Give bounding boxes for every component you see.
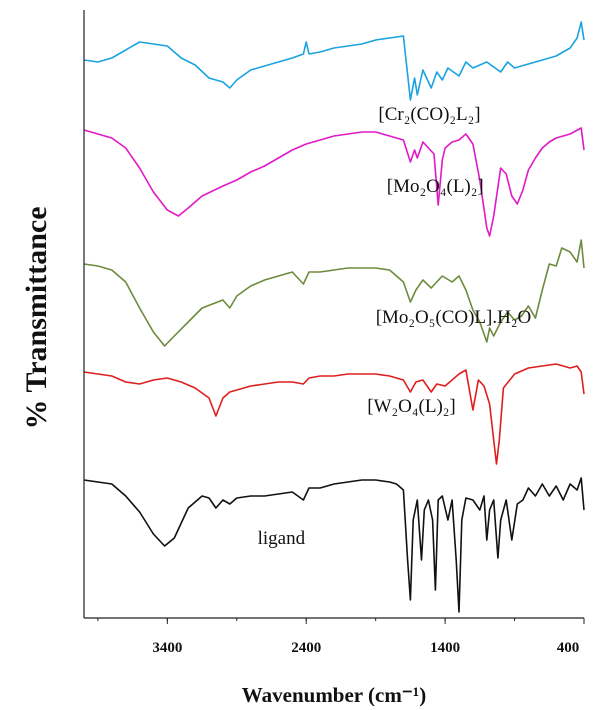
x-tick-label-3400: 3400 (152, 640, 182, 656)
series-label-mo2o4: [Mo₂O₄(L)₂] (387, 176, 484, 197)
spectrum-ligand (83, 477, 585, 613)
spectrum-cr (83, 21, 585, 101)
x-axis-label: Wavenumber (cm⁻¹) (242, 683, 426, 707)
series-label-mo2o5: [Mo₂O₅(CO)L].H₂O (376, 307, 532, 328)
x-tick-label-2400: 2400 (291, 640, 321, 656)
spectrum-mo2o4 (83, 127, 585, 237)
series-labels: [Cr₂(CO)₂L₂] [Mo₂O₄(L)₂] [Mo₂O₅(CO)L].H₂O [… (258, 104, 532, 549)
series-label-ligand: ligand (258, 528, 306, 549)
x-tick-label-1400: 1400 (430, 640, 460, 656)
series-label-w: [W₂O₄(L)₂] (367, 396, 455, 417)
spectrum-w (83, 363, 585, 465)
y-axis-label: % Transmittance (20, 206, 53, 429)
spectra-traces (83, 21, 585, 613)
x-ticks: 3400 2400 1400 400 (97, 618, 585, 656)
series-label-cr: [Cr₂(CO)₂L₂] (378, 104, 480, 125)
x-tick-label-400: 400 (557, 640, 580, 656)
spectrum-mo2o5 (83, 239, 585, 347)
